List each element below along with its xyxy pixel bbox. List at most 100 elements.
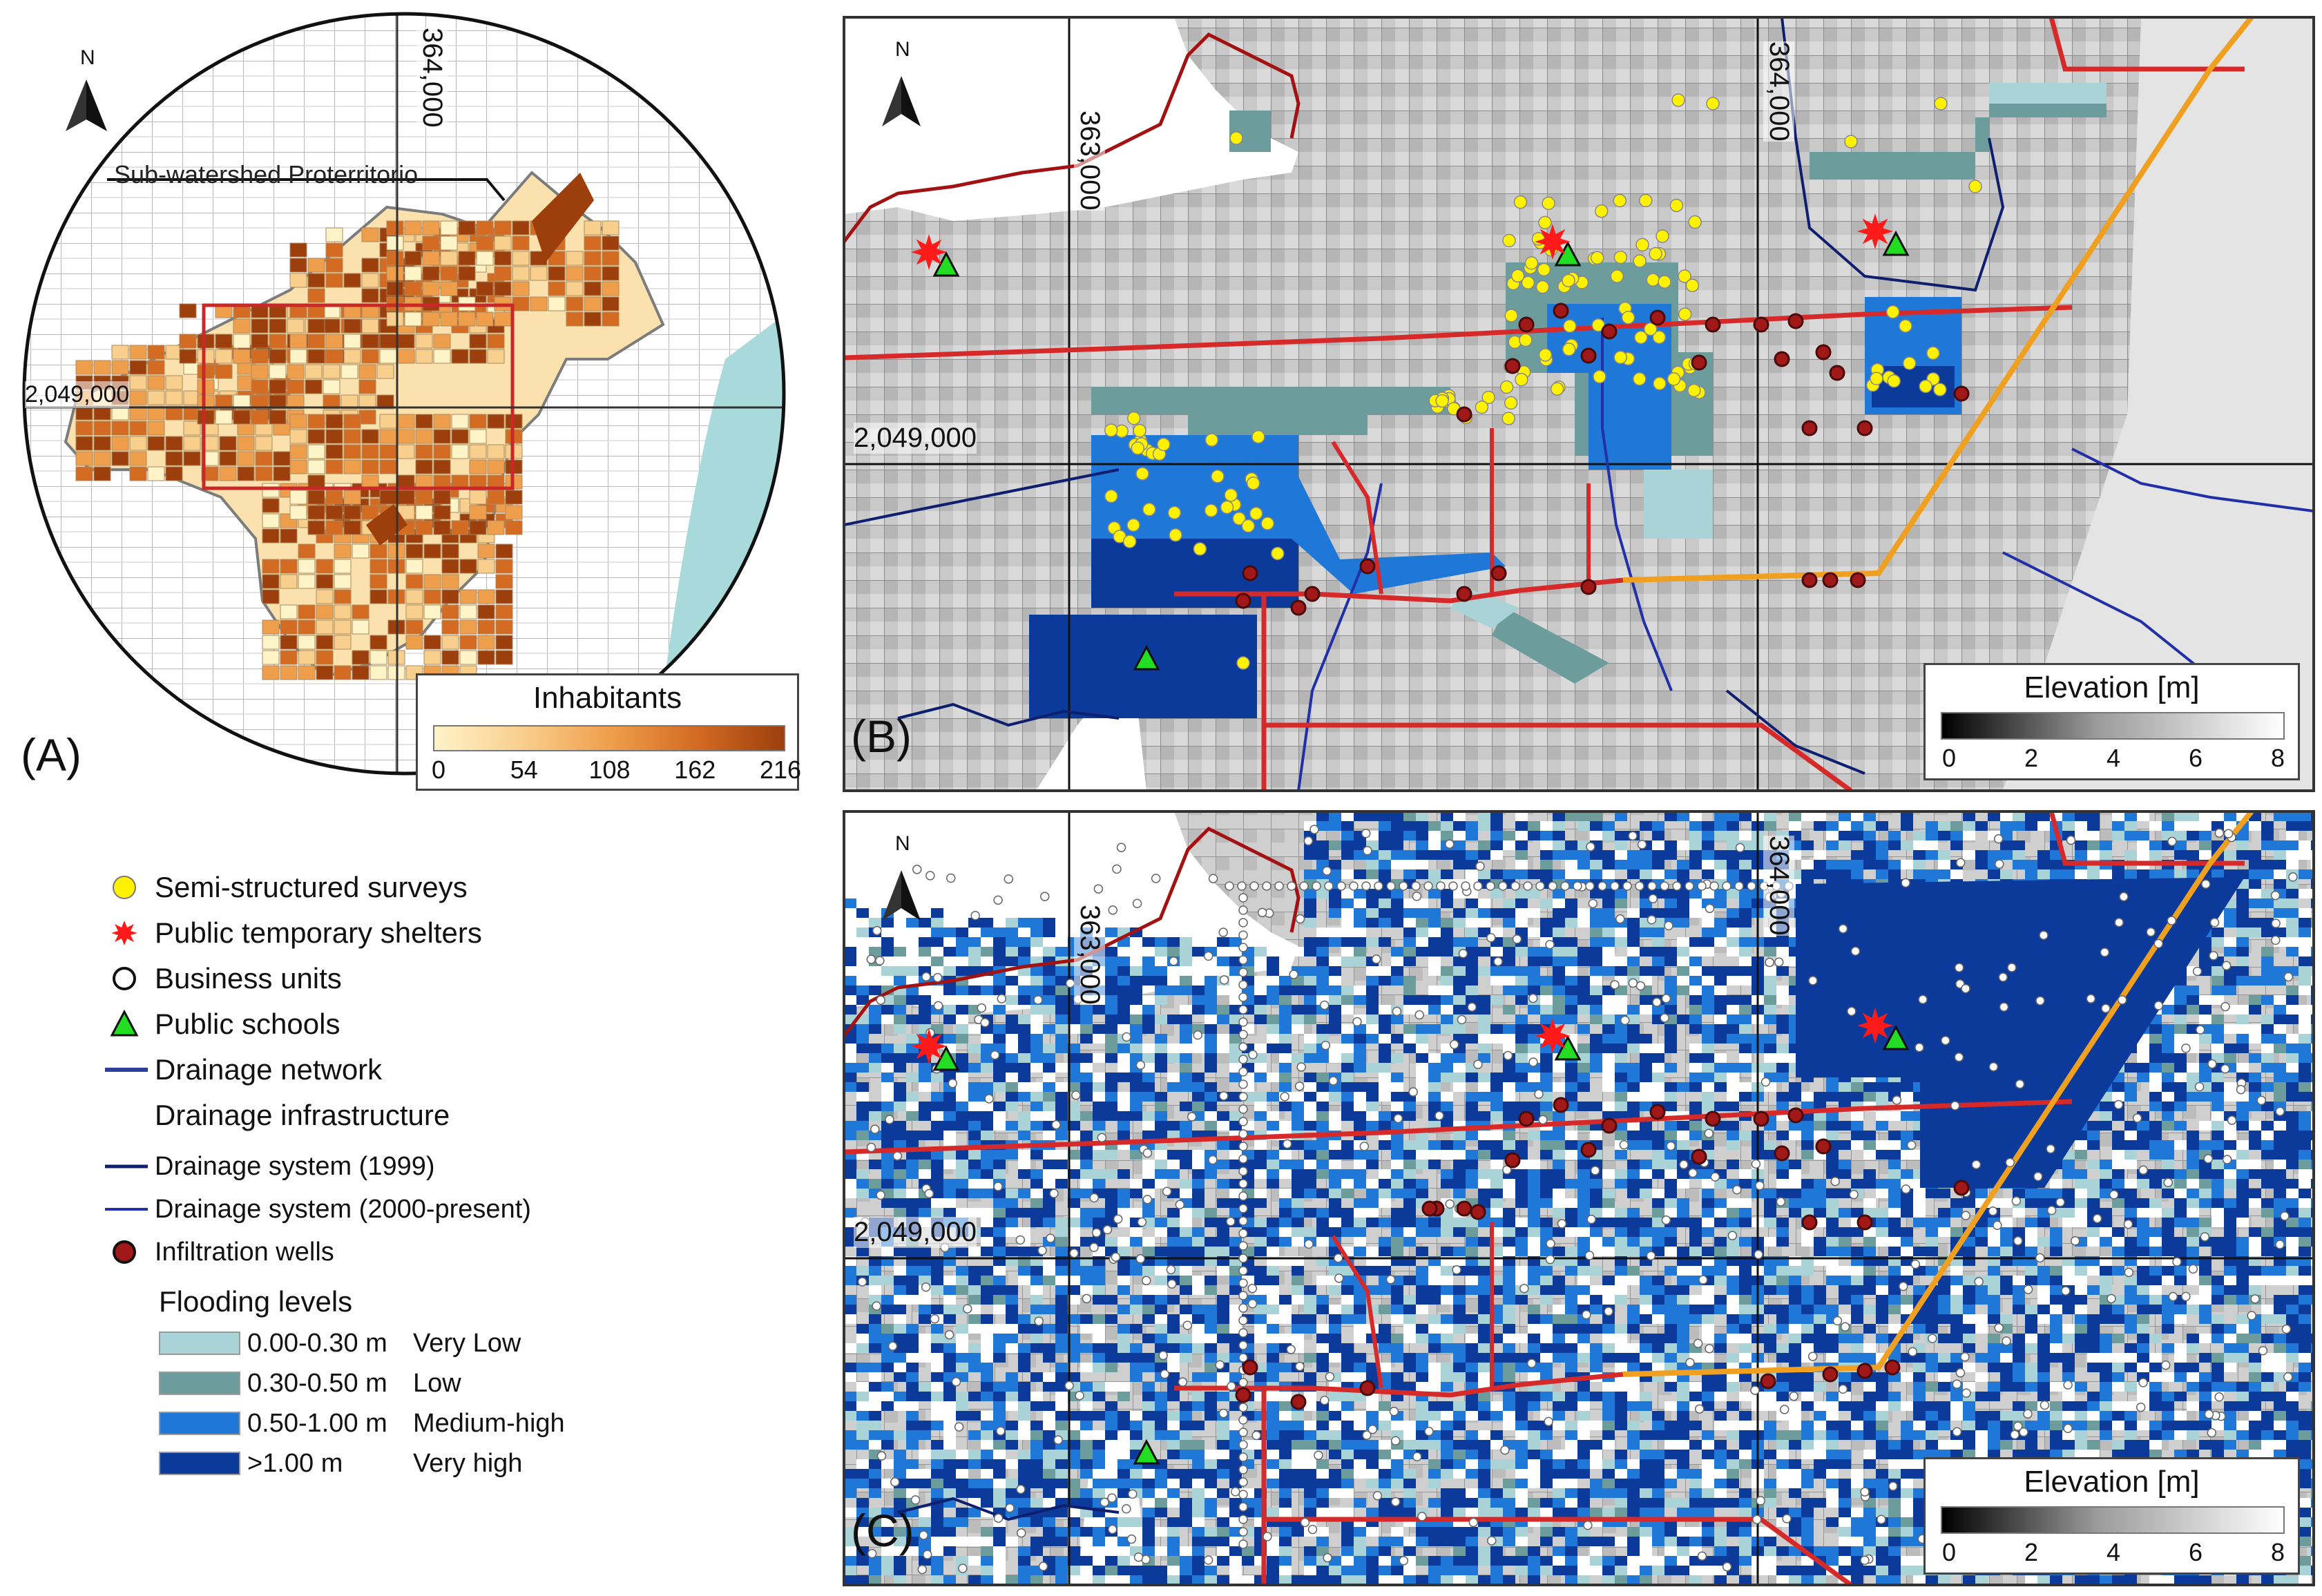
census-block [298,604,316,619]
north-letter: N [80,46,95,69]
business-unit [1647,914,1657,925]
business-unit [1751,1159,1761,1169]
census-block [505,520,523,535]
census-block [476,235,494,251]
business-unit [1295,1361,1305,1372]
legend-label-shelters: Public temporary shelters [155,916,482,949]
business-unit [1097,1133,1107,1143]
survey-point [1887,374,1901,388]
census-block [370,559,387,574]
census-block [298,665,316,680]
business-unit [1847,1006,1856,1017]
business-unit [1323,1552,1332,1563]
business-unit [1622,881,1632,891]
census-block [386,311,404,327]
business-unit [1226,1217,1236,1227]
inhabitants-gradient-bar [433,725,785,751]
census-block [298,559,316,574]
census-block [602,251,620,266]
business-unit [2256,1095,2267,1106]
business-unit [1328,1076,1338,1086]
census-block [325,414,343,429]
business-unit [1238,1241,1248,1251]
census-block [289,444,307,459]
temporary-shelter [1857,213,1893,249]
census-block [415,444,433,459]
census-block [584,266,602,281]
census-block [233,334,251,349]
business-unit [1954,963,1964,972]
census-block [298,619,316,635]
public-school [1882,1024,1910,1050]
business-unit [925,871,935,881]
census-block [530,266,548,281]
business-unit [2288,872,2298,882]
business-unit [1995,859,2004,869]
legend-label-drainage-infrastructure: Drainage infrastructure [155,1099,450,1131]
business-unit [1473,881,1483,891]
business-unit [1528,1057,1538,1067]
census-block [494,281,512,296]
business-unit [1776,1197,1786,1206]
census-block [459,619,477,635]
census-block [512,266,530,281]
flood-level-label: Low [413,1368,461,1398]
census-block [316,650,334,665]
business-unit [946,873,956,883]
census-block [376,394,394,410]
business-unit [1584,1251,1595,1260]
infiltration-well [1470,1204,1486,1220]
business-unit [1112,864,1122,874]
business-unit [2013,1421,2023,1431]
business-unit [958,1564,968,1573]
business-unit [1187,1112,1197,1122]
census-block [280,650,298,665]
census-block [93,451,111,466]
business-unit [933,1001,943,1011]
inhabitants-tick-label: 0 [431,756,446,784]
census-block [376,364,394,379]
business-unit [1628,831,1638,841]
business-unit [1436,881,1446,891]
census-block [75,466,93,481]
business-unit [1175,1200,1185,1210]
census-block [343,414,361,429]
census-block [584,281,602,296]
business-unit [2138,1378,2148,1387]
census-block [269,394,287,410]
census-block [316,619,334,635]
business-unit [1333,1253,1343,1263]
census-block [440,281,458,296]
north-letter: N [895,832,910,855]
business-unit [1362,1430,1372,1440]
census-block [280,528,298,544]
business-unit [1034,1316,1044,1326]
coord-label-c-y: 2,049,000 [854,1217,977,1248]
flood-level-swatch [159,1452,240,1475]
census-block [334,635,352,650]
business-unit [2271,935,2281,945]
survey-point [1224,488,1238,502]
census-block [251,394,269,410]
business-unit [1661,994,1671,1003]
survey-point [1613,350,1628,365]
public-school [932,1045,960,1071]
business-unit [1830,1176,1840,1186]
census-block [441,619,459,635]
survey-point [1169,528,1182,542]
census-block [219,451,237,466]
business-unit [1238,905,1248,915]
business-unit [1238,1340,1248,1350]
business-unit [1238,1042,1248,1052]
public-school [1133,644,1160,671]
business-unit [1248,1050,1258,1059]
business-unit [2101,1003,2111,1013]
survey-point [1260,517,1274,530]
infiltration-well [1456,586,1472,602]
business-unit [993,1513,1004,1523]
census-block [494,235,512,251]
census-block [307,288,325,303]
survey-point [1926,346,1940,360]
census-block [505,490,523,505]
census-block [469,414,487,429]
